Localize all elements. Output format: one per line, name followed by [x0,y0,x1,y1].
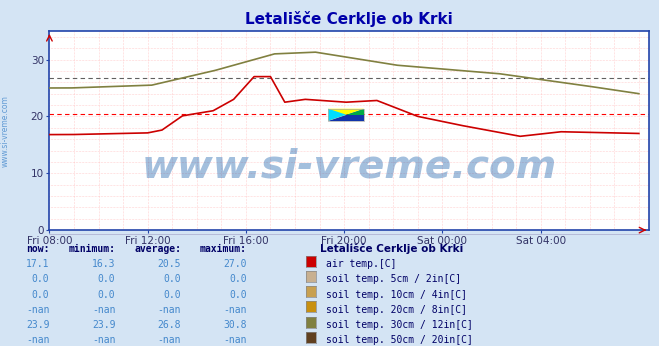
Text: -nan: -nan [158,335,181,345]
Text: soil temp. 50cm / 20in[C]: soil temp. 50cm / 20in[C] [326,335,473,345]
Text: 16.3: 16.3 [92,259,115,269]
Text: soil temp. 5cm / 2in[C]: soil temp. 5cm / 2in[C] [326,274,461,284]
Text: -nan: -nan [158,305,181,315]
Text: 0.0: 0.0 [98,290,115,300]
Text: soil temp. 10cm / 4in[C]: soil temp. 10cm / 4in[C] [326,290,467,300]
Polygon shape [328,109,346,121]
Bar [328,109,364,121]
Text: www.si-vreme.com: www.si-vreme.com [1,95,10,167]
Text: minimum:: minimum: [69,244,115,254]
Text: www.si-vreme.com: www.si-vreme.com [142,147,557,185]
Text: Letališče Cerklje ob Krki: Letališče Cerklje ob Krki [320,244,463,254]
Text: air temp.[C]: air temp.[C] [326,259,397,269]
Text: 0.0: 0.0 [163,290,181,300]
Text: -nan: -nan [26,305,49,315]
Text: -nan: -nan [92,335,115,345]
Text: -nan: -nan [26,335,49,345]
Text: soil temp. 20cm / 8in[C]: soil temp. 20cm / 8in[C] [326,305,467,315]
Text: 0.0: 0.0 [229,274,247,284]
Polygon shape [328,109,364,121]
Text: 0.0: 0.0 [32,274,49,284]
Text: -nan: -nan [223,335,247,345]
Text: average:: average: [134,244,181,254]
Polygon shape [328,109,364,121]
Text: -nan: -nan [223,305,247,315]
Text: 27.0: 27.0 [223,259,247,269]
Text: soil temp. 30cm / 12in[C]: soil temp. 30cm / 12in[C] [326,320,473,330]
Text: 23.9: 23.9 [92,320,115,330]
Title: Letališče Cerklje ob Krki: Letališče Cerklje ob Krki [245,11,453,27]
Text: 20.5: 20.5 [158,259,181,269]
Text: 23.9: 23.9 [26,320,49,330]
Text: 17.1: 17.1 [26,259,49,269]
Text: 0.0: 0.0 [229,290,247,300]
Polygon shape [346,109,364,115]
Text: now:: now: [26,244,49,254]
Text: 0.0: 0.0 [32,290,49,300]
Text: 26.8: 26.8 [158,320,181,330]
Text: 30.8: 30.8 [223,320,247,330]
Text: maximum:: maximum: [200,244,247,254]
Text: 0.0: 0.0 [98,274,115,284]
Text: -nan: -nan [92,305,115,315]
Text: 0.0: 0.0 [163,274,181,284]
